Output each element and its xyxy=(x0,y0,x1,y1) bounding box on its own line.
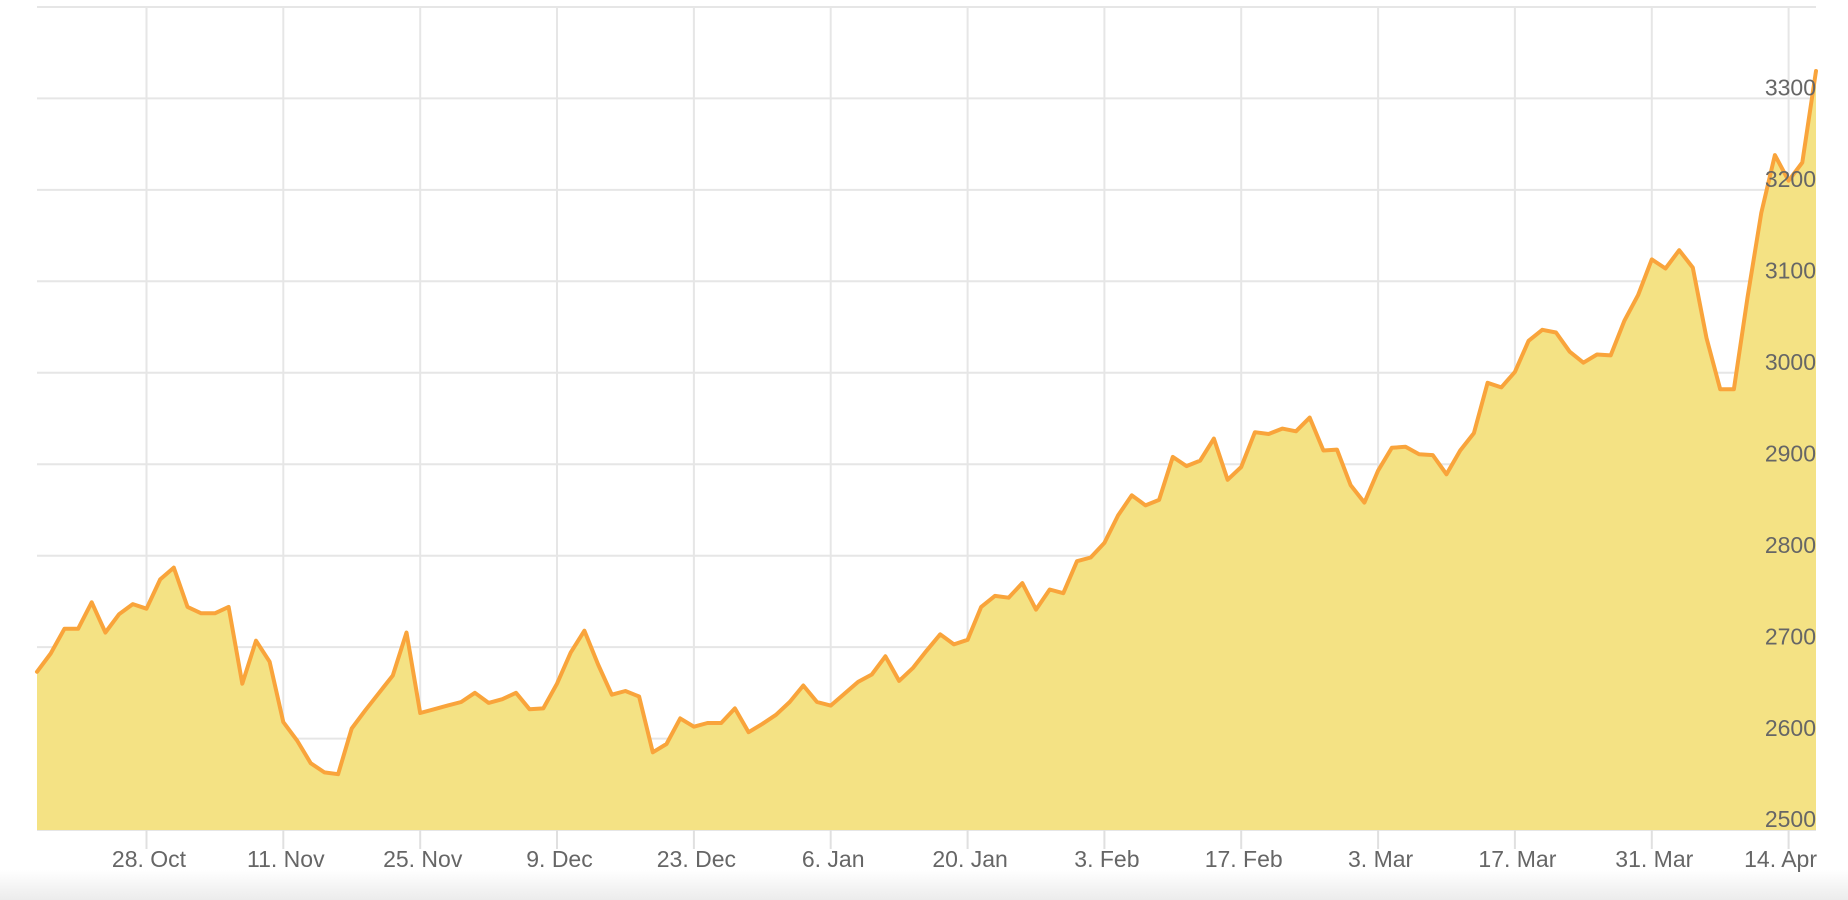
svg-text:31. Mar: 31. Mar xyxy=(1615,846,1693,872)
svg-text:3100: 3100 xyxy=(1765,258,1816,284)
svg-text:3300: 3300 xyxy=(1765,75,1816,101)
svg-text:3. Mar: 3. Mar xyxy=(1348,846,1414,872)
svg-text:2900: 2900 xyxy=(1765,440,1816,466)
svg-text:14. Apr: 14. Apr xyxy=(1744,846,1817,872)
svg-text:23. Dec: 23. Dec xyxy=(657,846,736,872)
svg-text:2600: 2600 xyxy=(1765,715,1816,741)
svg-text:2700: 2700 xyxy=(1765,623,1816,649)
svg-text:3. Feb: 3. Feb xyxy=(1074,846,1139,872)
svg-text:20. Jan: 20. Jan xyxy=(932,846,1007,872)
svg-text:9. Dec: 9. Dec xyxy=(526,846,592,872)
svg-text:17. Feb: 17. Feb xyxy=(1205,846,1283,872)
svg-text:2500: 2500 xyxy=(1765,806,1816,832)
svg-text:2800: 2800 xyxy=(1765,532,1816,558)
svg-text:28. Oct: 28. Oct xyxy=(112,846,187,872)
svg-text:3200: 3200 xyxy=(1765,166,1816,192)
svg-text:3000: 3000 xyxy=(1765,349,1816,375)
svg-text:6. Jan: 6. Jan xyxy=(802,846,865,872)
svg-text:11. Nov: 11. Nov xyxy=(247,846,325,872)
svg-text:25. Nov: 25. Nov xyxy=(383,846,463,872)
svg-text:17. Mar: 17. Mar xyxy=(1478,846,1556,872)
